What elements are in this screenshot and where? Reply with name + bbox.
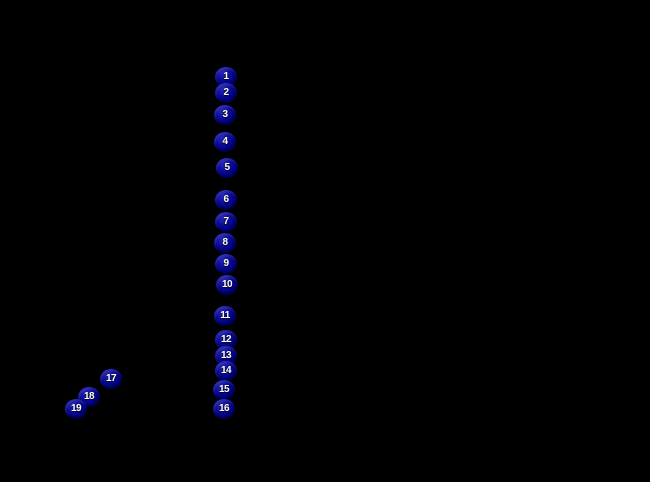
marker-label: 11 [220,310,230,321]
numbered-marker-15[interactable]: 15 [213,380,235,400]
marker-label: 14 [220,365,232,376]
marker-label: 3 [222,109,228,120]
numbered-marker-8[interactable]: 8 [214,233,236,253]
marker-label: 1 [223,71,229,82]
marker-label: 9 [223,258,229,269]
marker-label: 2 [223,87,229,98]
marker-label: 12 [220,334,232,345]
numbered-marker-11[interactable]: 11 [214,306,236,326]
marker-label: 10 [221,279,233,290]
numbered-marker-7[interactable]: 7 [215,212,237,232]
marker-label: 17 [105,373,117,384]
marker-label: 8 [222,237,228,248]
marker-label: 18 [83,391,95,402]
numbered-marker-16[interactable]: 16 [213,399,235,419]
marker-label: 5 [224,162,230,173]
numbered-marker-9[interactable]: 9 [215,254,237,274]
numbered-marker-6[interactable]: 6 [215,190,237,210]
numbered-marker-1[interactable]: 1 [215,67,237,87]
numbered-marker-4[interactable]: 4 [214,132,236,152]
numbered-marker-5[interactable]: 5 [216,158,238,178]
numbered-marker-3[interactable]: 3 [214,105,236,125]
numbered-marker-10[interactable]: 10 [216,275,238,295]
marker-label: 19 [70,403,82,414]
numbered-marker-2[interactable]: 2 [215,83,237,103]
numbered-marker-14[interactable]: 14 [215,361,237,381]
marker-label: 13 [220,350,232,361]
marker-label: 7 [223,216,229,227]
marker-label: 4 [222,136,228,147]
marker-label: 16 [218,403,230,414]
marker-label: 6 [223,194,229,205]
marker-label: 15 [218,384,230,395]
numbered-marker-17[interactable]: 17 [100,369,122,389]
numbered-marker-19[interactable]: 19 [65,399,87,419]
numbered-marker-12[interactable]: 12 [215,330,237,350]
